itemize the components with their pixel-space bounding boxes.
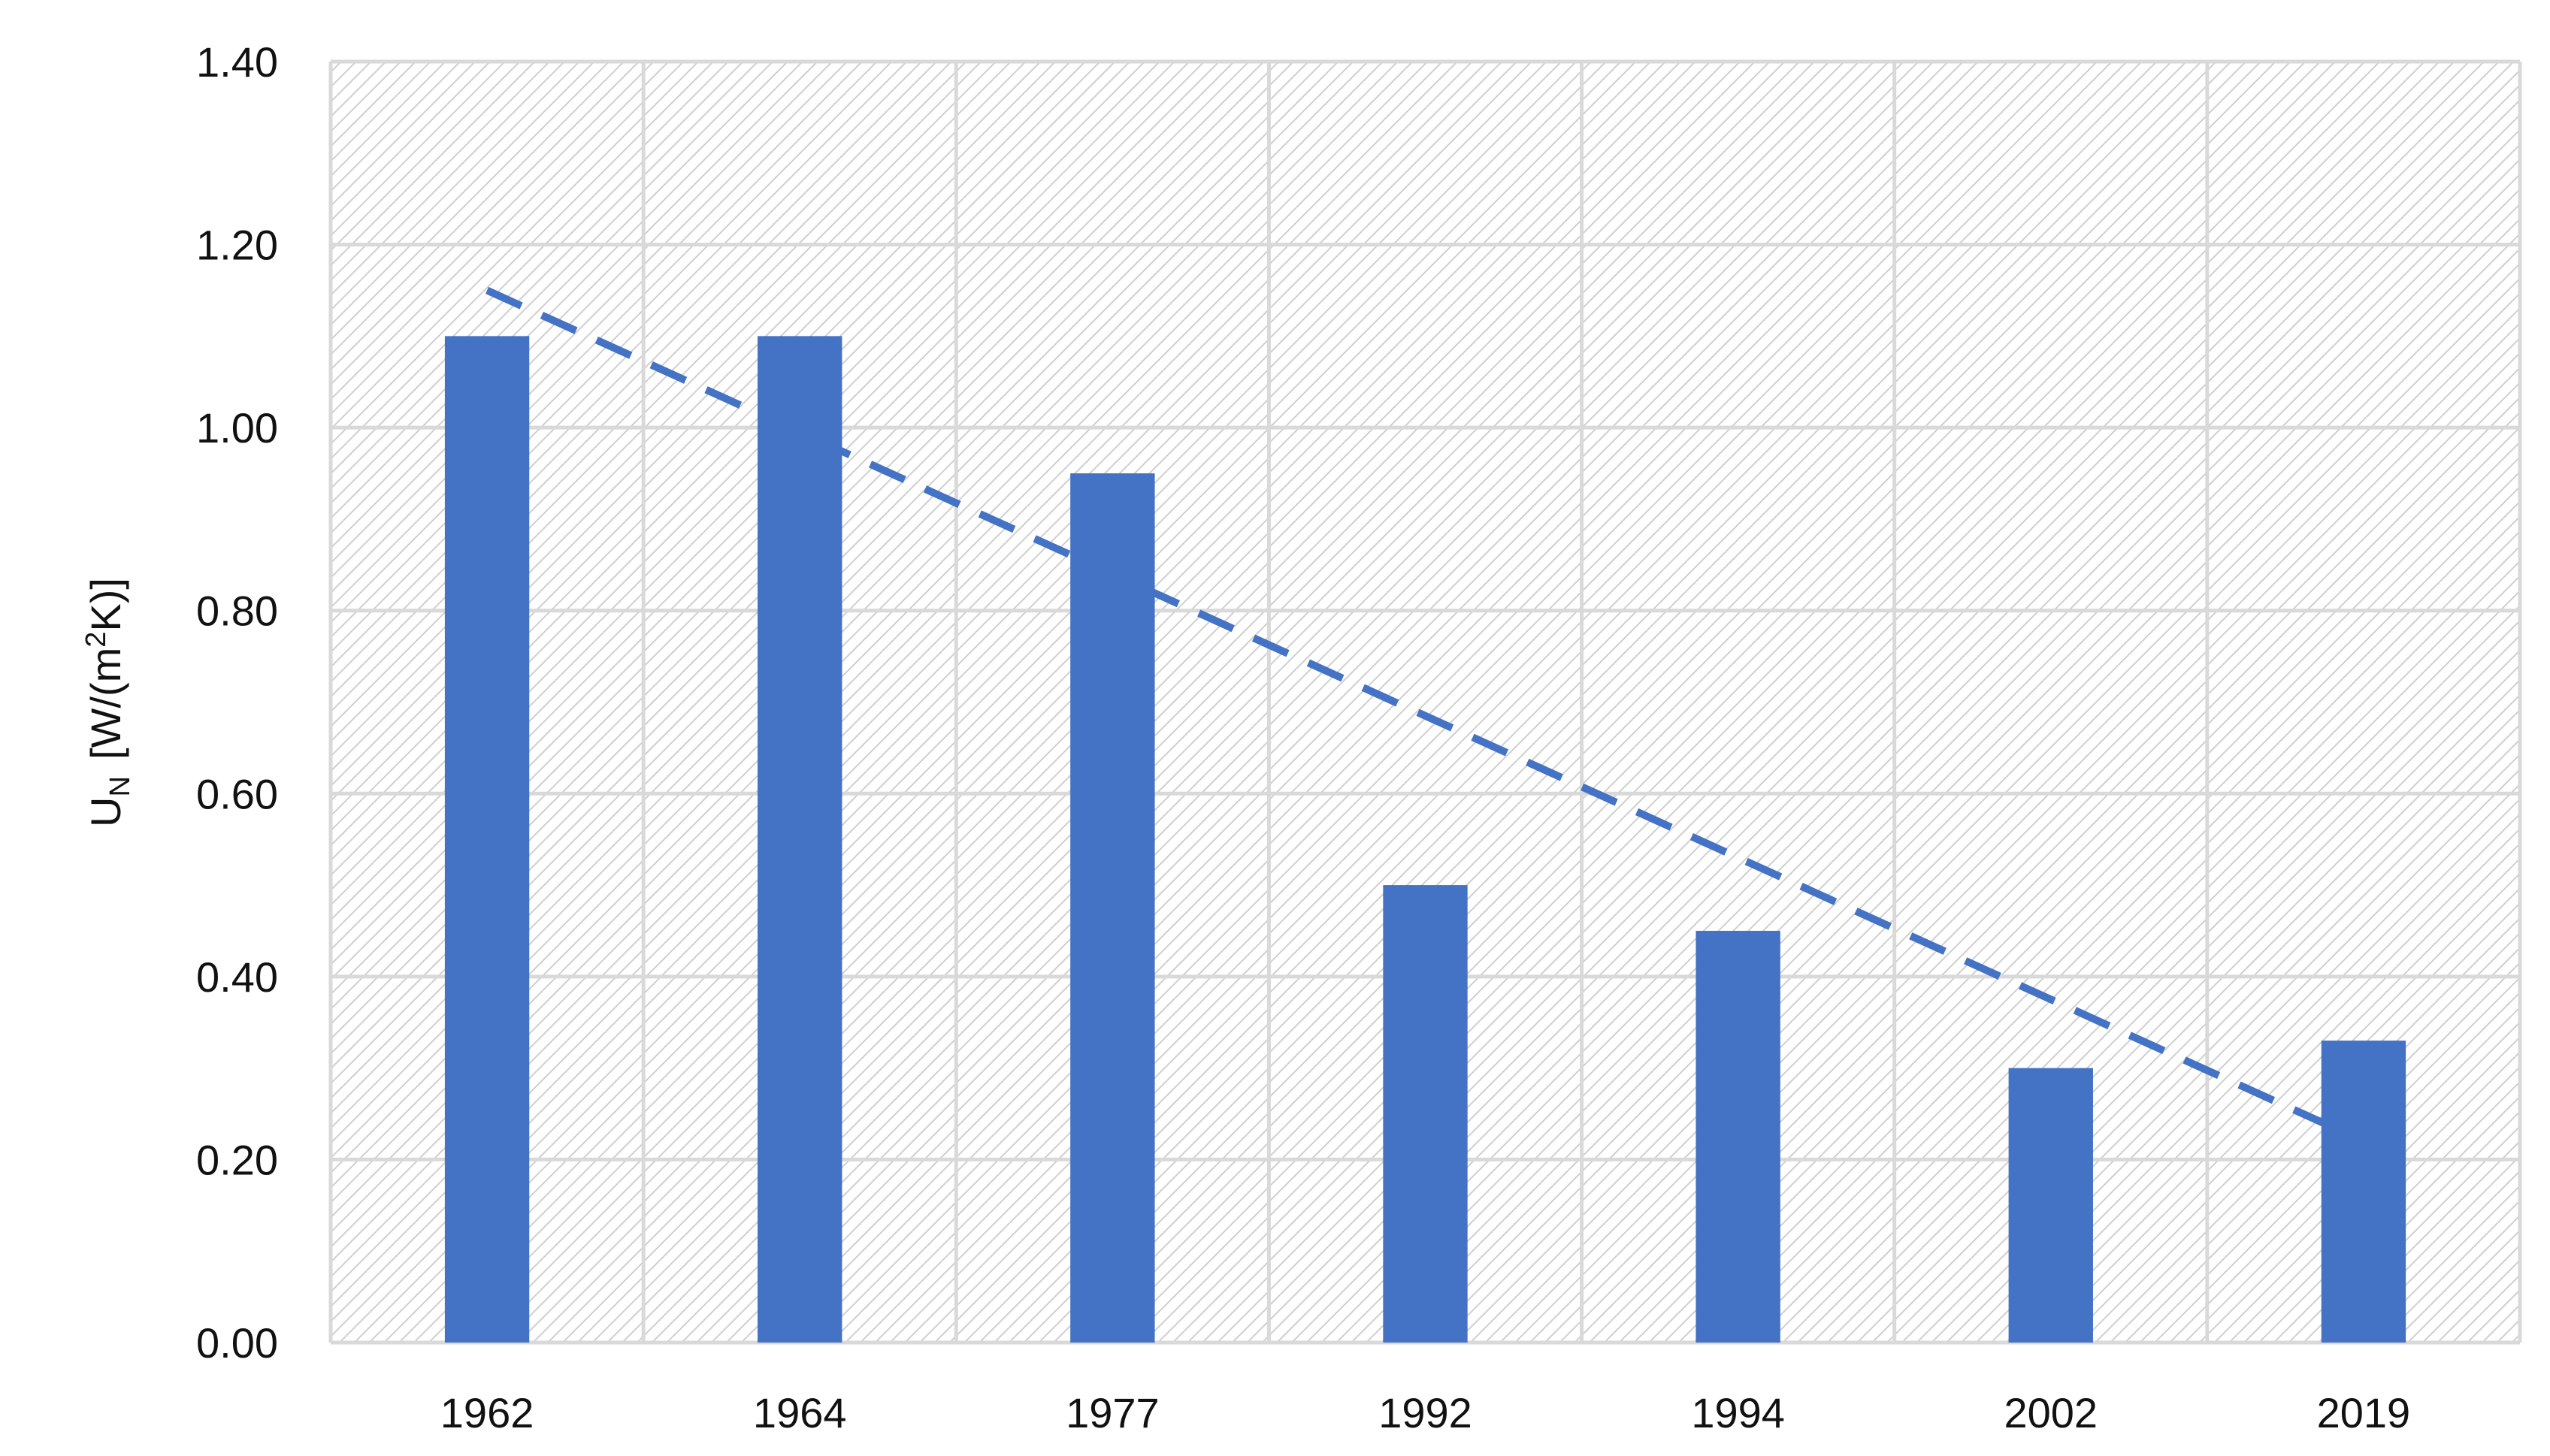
x-tick-label: 1994 — [1691, 1389, 1785, 1436]
bar-2002 — [2008, 1068, 2093, 1343]
y-tick-label: 0.60 — [196, 770, 278, 817]
bar-1962 — [444, 336, 530, 1343]
y-axis-title-unit-pre: [W/(m — [82, 648, 129, 760]
y-axis-title: UN [W/(m2K)] — [80, 578, 136, 827]
x-tick-label: 1964 — [753, 1389, 847, 1436]
x-axis-tick-labels: 1962 1964 1977 1992 1994 2002 2019 — [440, 1389, 2410, 1436]
x-tick-label: 2002 — [2004, 1389, 2098, 1436]
y-tick-label: 1.40 — [196, 38, 278, 86]
y-tick-label: 0.40 — [196, 953, 278, 1001]
y-axis-tick-labels: 0.00 0.20 0.40 0.60 0.80 1.00 1.20 1.40 — [196, 38, 278, 1367]
x-tick-label: 1992 — [1378, 1389, 1472, 1436]
y-tick-label: 1.00 — [196, 404, 278, 452]
y-tick-label: 0.00 — [196, 1319, 278, 1367]
y-axis-title-main: U — [82, 796, 129, 826]
trendline — [485, 286, 2365, 1145]
bars — [444, 336, 2406, 1343]
bar-1964 — [758, 336, 842, 1343]
y-axis-title-unit-post: K)] — [82, 578, 129, 632]
bar-1977 — [1070, 473, 1155, 1343]
y-tick-label: 0.20 — [196, 1136, 278, 1183]
trendline-group — [485, 286, 2365, 1145]
x-tick-label: 1977 — [1066, 1389, 1160, 1436]
y-axis-title-subscript: N — [104, 776, 136, 796]
y-axis-title-superscript: 2 — [80, 632, 112, 648]
bar-1994 — [1695, 930, 1780, 1343]
bar-1992 — [1383, 885, 1468, 1343]
x-tick-label: 1962 — [440, 1389, 534, 1436]
x-tick-label: 2019 — [2317, 1389, 2411, 1436]
y-tick-label: 0.80 — [196, 588, 278, 635]
bar-2019 — [2321, 1041, 2406, 1343]
y-tick-label: 1.20 — [196, 222, 278, 269]
